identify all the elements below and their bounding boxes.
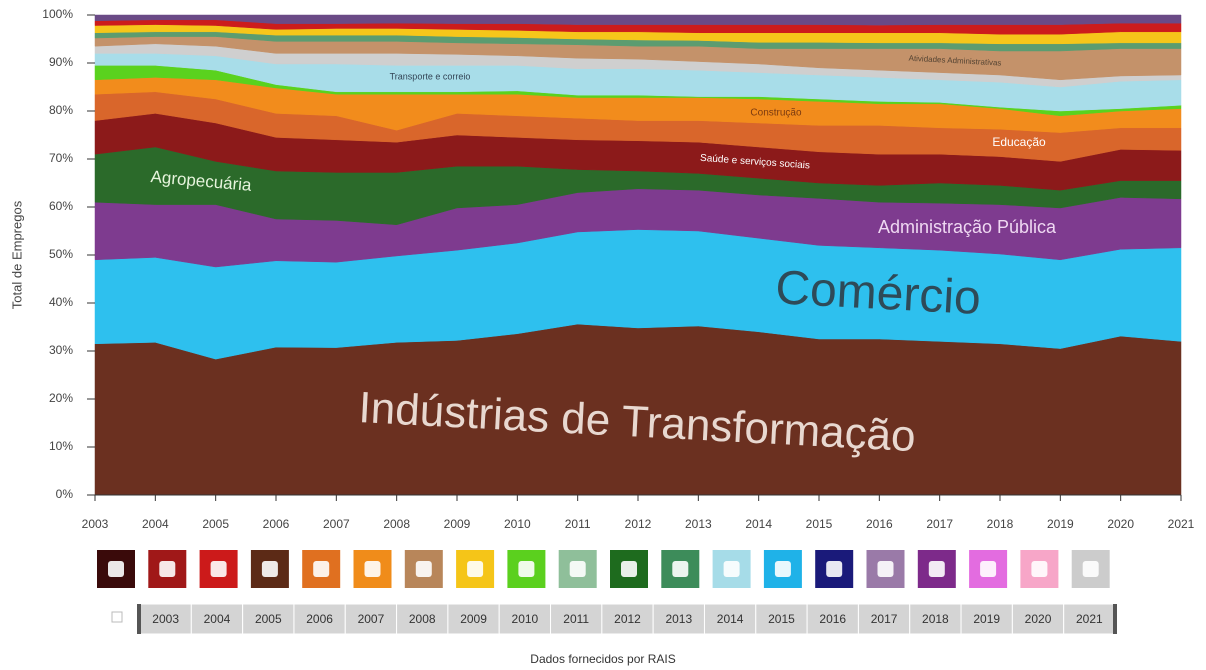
sector-icon-glyph bbox=[1082, 561, 1099, 577]
source: Dados fornecidos por RAIS bbox=[530, 652, 675, 666]
series-label: Transporte e correio bbox=[390, 71, 471, 81]
sector-icon-glyph bbox=[621, 561, 637, 577]
sector-icon-glyph bbox=[364, 561, 381, 577]
timeline-year: 2006 bbox=[306, 612, 333, 626]
timeline-year: 2019 bbox=[973, 612, 1000, 626]
y-tick-label: 80% bbox=[49, 103, 73, 117]
timeline-cell[interactable] bbox=[652, 603, 705, 635]
timeline-cell[interactable] bbox=[1011, 603, 1065, 635]
y-tick-label: 60% bbox=[49, 199, 73, 213]
x-tick-label: 2020 bbox=[1107, 517, 1134, 531]
timeline-year: 2020 bbox=[1025, 612, 1052, 626]
timeline-year: 2012 bbox=[614, 612, 641, 626]
timeline-cell[interactable] bbox=[960, 603, 1013, 635]
timeline-cell[interactable] bbox=[396, 603, 449, 635]
timeline-cell[interactable] bbox=[344, 603, 398, 635]
sector-icon-glyph bbox=[261, 561, 278, 577]
sector-icon-glyph bbox=[826, 561, 843, 577]
x-tick-label: 2014 bbox=[745, 517, 772, 531]
y-tick-label: 10% bbox=[49, 439, 73, 453]
y-tick-label: 40% bbox=[49, 295, 73, 309]
timeline-cell[interactable] bbox=[601, 603, 654, 635]
timeline-year: 2016 bbox=[819, 612, 846, 626]
timeline-cell[interactable] bbox=[293, 603, 346, 635]
timeline-cell[interactable] bbox=[806, 603, 859, 635]
x-tick-label: 2006 bbox=[263, 517, 290, 531]
x-tick-label: 2004 bbox=[142, 517, 169, 531]
timeline-cell[interactable] bbox=[242, 603, 295, 635]
x-tick-label: 2011 bbox=[565, 517, 591, 531]
x-tick-label: 2008 bbox=[383, 517, 410, 531]
sector-icon-glyph bbox=[518, 561, 535, 577]
x-tick-label: 2015 bbox=[806, 517, 833, 531]
y-tick-label: 50% bbox=[49, 247, 73, 261]
timeline-cell[interactable] bbox=[550, 603, 603, 635]
sector-icon-glyph bbox=[877, 561, 894, 577]
series-label: Construção bbox=[750, 108, 802, 119]
sector-icon-glyph bbox=[108, 561, 124, 577]
timeline-cell[interactable] bbox=[447, 603, 500, 635]
y-tick-label: 20% bbox=[49, 391, 73, 405]
sector-icon-glyph bbox=[159, 561, 176, 577]
timeline-handle[interactable] bbox=[137, 604, 141, 634]
series-label: Comércio bbox=[774, 261, 982, 325]
timeline-handle[interactable] bbox=[1113, 604, 1117, 634]
x-tick-label: 2010 bbox=[504, 517, 531, 531]
sector-icon-glyph bbox=[569, 561, 586, 577]
timeline-cell[interactable] bbox=[909, 603, 962, 635]
x-tick-label: 2009 bbox=[444, 517, 471, 531]
timeline-year: 2021 bbox=[1076, 612, 1103, 626]
timeline-year: 2009 bbox=[460, 612, 487, 626]
area bbox=[94, 14, 1182, 26]
y-tick-label: 100% bbox=[42, 7, 73, 21]
sector-icon-glyph bbox=[723, 561, 740, 577]
sector-icon-glyph bbox=[210, 561, 227, 577]
timeline-cell[interactable] bbox=[1063, 603, 1116, 635]
x-tick-label: 2018 bbox=[987, 517, 1014, 531]
timeline-year: 2010 bbox=[512, 612, 539, 626]
y-tick-label: 90% bbox=[49, 55, 73, 69]
x-tick-label: 2017 bbox=[926, 517, 953, 531]
x-tick-label: 2016 bbox=[866, 517, 893, 531]
timeline-year: 2005 bbox=[255, 612, 282, 626]
x-tick-label: 2005 bbox=[202, 517, 229, 531]
sector-icon-glyph bbox=[774, 561, 791, 577]
timeline-year: 2011 bbox=[563, 612, 589, 626]
y-tick-label: 70% bbox=[49, 151, 73, 165]
x-tick-label: 2012 bbox=[625, 517, 652, 531]
sector-icon-glyph bbox=[415, 561, 432, 577]
x-tick-label: 2021 bbox=[1168, 517, 1195, 531]
y-tick-label: 30% bbox=[49, 343, 73, 357]
play-button[interactable] bbox=[111, 611, 123, 623]
sector-icon-glyph bbox=[313, 561, 330, 577]
timeline-year: 2013 bbox=[665, 612, 692, 626]
sector-icon-glyph bbox=[1031, 561, 1048, 577]
timeline-year: 2018 bbox=[922, 612, 949, 626]
series-label: Educação bbox=[992, 135, 1046, 149]
timeline-cell[interactable] bbox=[857, 603, 911, 635]
series-label: Administração Pública bbox=[878, 217, 1057, 237]
sector-icon-glyph bbox=[672, 561, 689, 577]
x-tick-label: 2019 bbox=[1047, 517, 1074, 531]
sector-icon-glyph bbox=[467, 561, 484, 577]
x-tick-label: 2003 bbox=[82, 517, 109, 531]
timeline-year: 2007 bbox=[358, 612, 385, 626]
y-tick-label: 0% bbox=[56, 487, 74, 501]
timeline-year: 2004 bbox=[204, 612, 231, 626]
timeline-year: 2017 bbox=[871, 612, 898, 626]
timeline-year: 2008 bbox=[409, 612, 436, 626]
x-tick-label: 2007 bbox=[323, 517, 350, 531]
timeline-year: 2003 bbox=[152, 612, 179, 626]
sector-icon-glyph bbox=[980, 561, 997, 577]
x-tick-label: 2013 bbox=[685, 517, 712, 531]
sector-icon-glyph bbox=[928, 561, 945, 577]
y-axis-label: Total de Empregos bbox=[9, 200, 24, 309]
timeline-year: 2015 bbox=[768, 612, 795, 626]
timeline-year: 2014 bbox=[717, 612, 744, 626]
